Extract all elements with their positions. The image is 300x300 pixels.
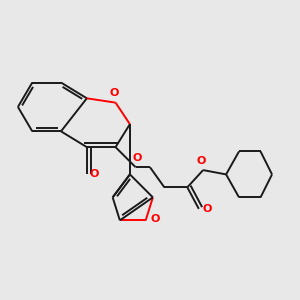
Text: O: O: [197, 156, 206, 166]
Text: O: O: [89, 169, 99, 179]
Text: O: O: [202, 204, 212, 214]
Text: O: O: [132, 153, 142, 163]
Text: O: O: [110, 88, 119, 98]
Text: O: O: [150, 214, 160, 224]
